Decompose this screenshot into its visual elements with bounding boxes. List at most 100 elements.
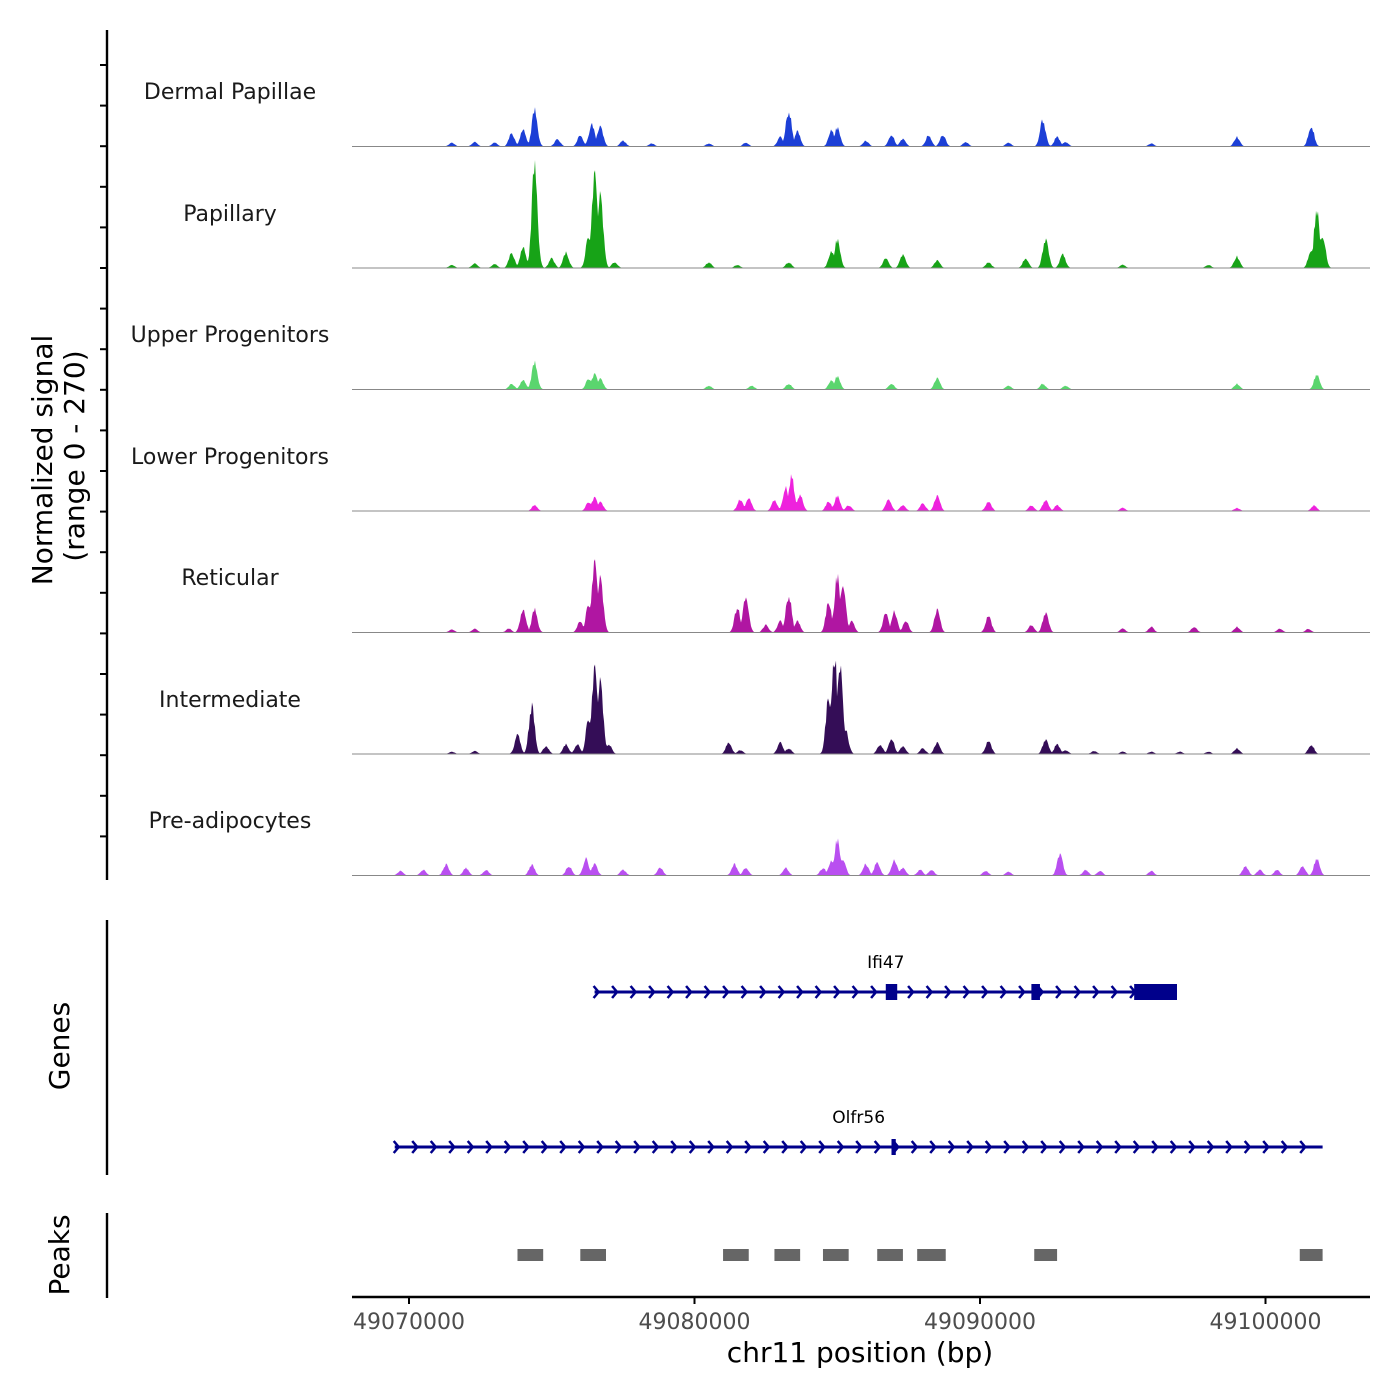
x-tick-label: 49080000 [639, 1310, 751, 1335]
strand-arrow-icon [1021, 1140, 1030, 1154]
gene-olfr56: Olfr56 [392, 1108, 1323, 1155]
strand-arrow-icon [1188, 1140, 1196, 1154]
strand-arrow-icon [1018, 985, 1026, 999]
strand-arrow-icon [929, 1140, 937, 1154]
strand-arrow-icon [1003, 1140, 1011, 1154]
peak-region [580, 1249, 606, 1261]
track-label: Reticular [181, 566, 279, 591]
strand-arrow-icon [448, 1140, 456, 1154]
strand-arrow-icon [799, 1140, 808, 1154]
strand-arrow-icon [522, 1140, 530, 1154]
track-papillary: Papillary [183, 160, 1370, 269]
strand-arrow-icon [703, 985, 712, 999]
strand-arrow-icon [466, 1140, 475, 1154]
y-axis-title: Normalized signal [26, 335, 59, 586]
peak-region [1299, 1249, 1323, 1261]
strand-arrow-icon [503, 1140, 512, 1154]
strand-arrow-icon [851, 985, 860, 999]
strand-arrow-icon [592, 985, 601, 999]
strand-arrow-icon [962, 985, 971, 999]
strand-arrow-icon [1073, 985, 1082, 999]
strand-arrow-icon [1114, 1140, 1122, 1154]
coverage-area [352, 160, 1370, 268]
peak-region [822, 1249, 849, 1261]
track-label: Dermal Papillae [144, 80, 316, 105]
strand-arrow-icon [984, 1140, 993, 1154]
track-pre-adipocytes: Pre-adipocytes [149, 809, 1370, 876]
track-intermediate: Intermediate [159, 660, 1370, 755]
track-reticular: Reticular [181, 559, 1370, 633]
strand-arrow-icon [1055, 985, 1063, 999]
strand-arrow-icon [781, 1140, 789, 1154]
coverage-area [352, 559, 1370, 633]
strand-arrow-icon [947, 1140, 956, 1154]
track-lower-progenitors: Lower Progenitors [131, 445, 1370, 512]
strand-arrow-icon [744, 1140, 752, 1154]
track-label: Upper Progenitors [131, 323, 330, 348]
strand-arrow-icon [1169, 1140, 1178, 1154]
peak-region [1034, 1249, 1058, 1261]
strand-arrow-icon [666, 985, 675, 999]
strand-arrow-icon [910, 1140, 919, 1154]
strand-arrow-icon [707, 1140, 715, 1154]
peak-regions-track [517, 1249, 1323, 1261]
gene-annotation-track: Ifi47 Olfr56 [392, 953, 1323, 1155]
strand-arrow-icon [685, 985, 693, 999]
strand-arrow-icon [796, 985, 804, 999]
strand-arrow-icon [1243, 1140, 1252, 1154]
track-label: Papillary [183, 202, 277, 227]
strand-arrow-icon [777, 985, 786, 999]
strand-arrow-icon [925, 985, 934, 999]
strand-arrow-icon [596, 1140, 604, 1154]
strand-arrow-icon [762, 1140, 771, 1154]
strand-arrow-icon [907, 985, 915, 999]
coverage-area [352, 107, 1370, 147]
strand-arrow-icon [1077, 1140, 1085, 1154]
peak-region [517, 1249, 544, 1261]
strand-arrow-icon [1040, 1140, 1048, 1154]
genes-track-title: Genes [43, 1002, 76, 1090]
strand-arrow-icon [870, 985, 878, 999]
strand-arrow-icon [818, 1140, 826, 1154]
signal-y-ticks [100, 64, 107, 838]
strand-arrow-icon [485, 1140, 493, 1154]
track-upper-progenitors: Upper Progenitors [131, 323, 1370, 390]
coverage-area [352, 838, 1370, 876]
exon [885, 984, 898, 1000]
strand-arrow-icon [1151, 1140, 1159, 1154]
coverage-area [352, 360, 1370, 390]
strand-arrow-icon [688, 1140, 697, 1154]
strand-arrow-icon [429, 1140, 438, 1154]
strand-arrow-icon [833, 985, 841, 999]
strand-arrow-icon [836, 1140, 845, 1154]
x-tick-label: 49090000 [924, 1310, 1036, 1335]
track-label: Lower Progenitors [131, 445, 329, 470]
x-tick-label: 49100000 [1210, 1310, 1322, 1335]
strand-arrow-icon [725, 1140, 734, 1154]
strand-arrow-icon [1262, 1140, 1270, 1154]
strand-arrow-icon [999, 985, 1008, 999]
strand-arrow-icon [611, 985, 619, 999]
strand-arrow-icon [411, 1140, 419, 1154]
strand-arrow-icon [759, 985, 767, 999]
exon [1031, 984, 1040, 1000]
gene-ifi47: Ifi47 [592, 953, 1177, 1000]
strand-arrow-icon [651, 1140, 660, 1154]
strand-arrow-icon [392, 1140, 401, 1154]
peak-region [723, 1249, 749, 1261]
strand-arrow-icon [633, 1140, 641, 1154]
strand-arrow-icon [577, 1140, 586, 1154]
strand-arrow-icon [1132, 1140, 1141, 1154]
track-label: Intermediate [159, 688, 301, 713]
strand-arrow-icon [966, 1140, 974, 1154]
strand-arrow-icon [1110, 985, 1119, 999]
strand-arrow-icon [1058, 1140, 1067, 1154]
strand-arrow-icon [1206, 1140, 1215, 1154]
strand-arrow-icon [1092, 985, 1100, 999]
coverage-area [352, 474, 1370, 511]
strand-arrow-icon [740, 985, 749, 999]
gene-label: Ifi47 [867, 953, 904, 973]
peaks-track-title: Peaks [43, 1214, 76, 1295]
strand-arrow-icon [981, 985, 989, 999]
